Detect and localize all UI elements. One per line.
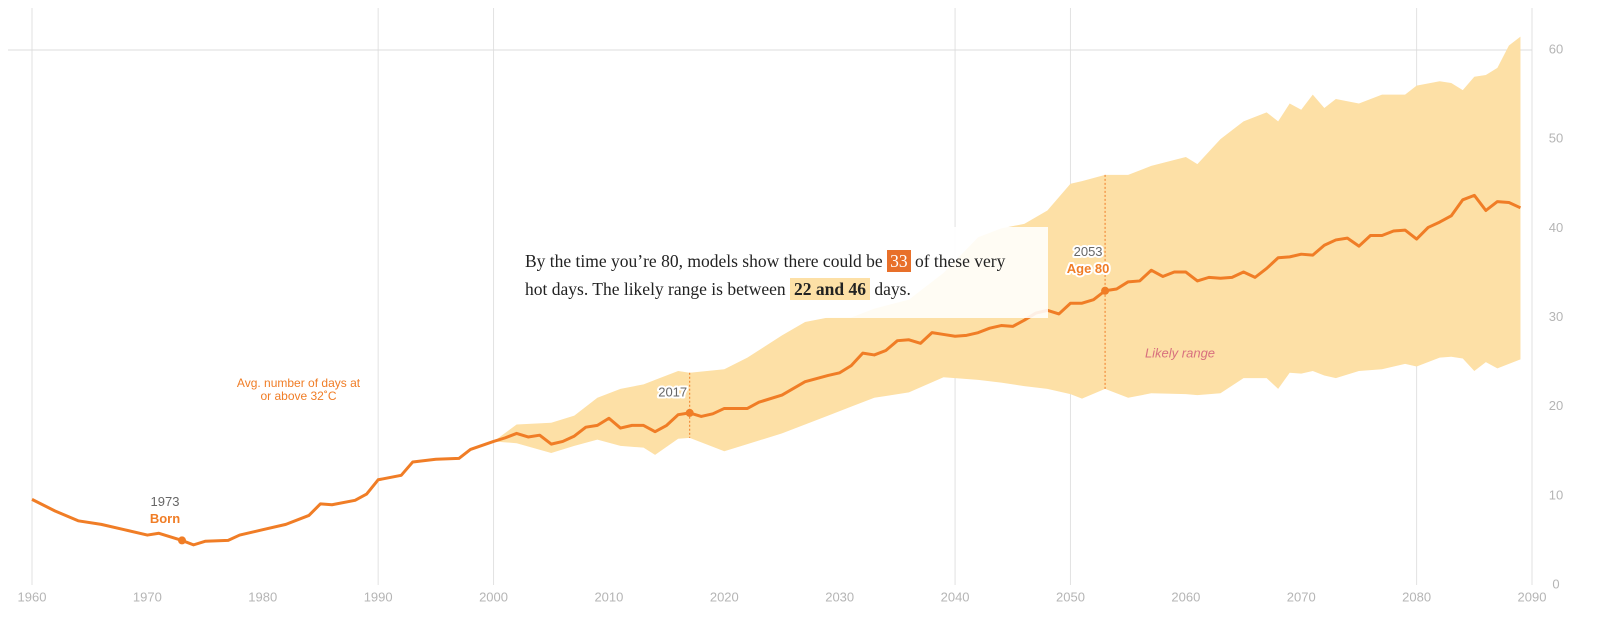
y-tick-label: 40 xyxy=(1549,220,1563,235)
x-tick-label: 2090 xyxy=(1518,589,1547,604)
x-tick-label: 2070 xyxy=(1287,589,1316,604)
x-tick-label: 2000 xyxy=(479,589,508,604)
marker-dot xyxy=(1101,286,1110,295)
x-tick-label: 2080 xyxy=(1402,589,1431,604)
x-tick-label: 1980 xyxy=(248,589,277,604)
median-line xyxy=(31,193,1522,547)
marker-dot xyxy=(685,408,694,417)
marker-year: 2053 xyxy=(1074,244,1103,259)
marker-label: Age 80 xyxy=(1067,261,1110,276)
callout-text: days. xyxy=(874,279,911,299)
y-tick-label: 20 xyxy=(1549,398,1563,413)
marker-year: 2017 xyxy=(658,384,687,399)
x-tick-label: 2050 xyxy=(1056,589,1085,604)
y-tick-label: 50 xyxy=(1549,131,1563,146)
callout-range: 22 and 46 xyxy=(790,278,870,300)
x-tick-label: 2030 xyxy=(825,589,854,604)
marker-dot xyxy=(178,536,186,545)
y-tick-label: 0 xyxy=(1552,576,1559,591)
x-tick-label: 1990 xyxy=(364,589,393,604)
callout-value: 33 xyxy=(887,250,911,272)
series-label: Avg. number of days at or above 32˚C xyxy=(236,376,361,403)
marker-year: 1973 xyxy=(151,494,180,509)
marker-label: Born xyxy=(150,511,180,526)
x-tick-label: 1970 xyxy=(133,589,162,604)
callout: By the time you’re 80, models show there… xyxy=(505,227,1048,318)
x-tick-label: 2060 xyxy=(1171,589,1200,604)
y-tick-label: 30 xyxy=(1549,309,1563,324)
y-tick-label: 60 xyxy=(1549,41,1563,56)
callout-text: By the time you’re 80, models show there… xyxy=(525,251,883,271)
callout-text: of these very hot days. The likely range… xyxy=(525,251,1006,299)
band-label: Likely range xyxy=(1145,345,1215,360)
y-tick-label: 10 xyxy=(1549,487,1563,502)
x-tick-label: 2010 xyxy=(594,589,623,604)
x-tick-label: 2040 xyxy=(941,589,970,604)
x-tick-label: 1960 xyxy=(18,589,47,604)
x-tick-label: 2020 xyxy=(710,589,739,604)
